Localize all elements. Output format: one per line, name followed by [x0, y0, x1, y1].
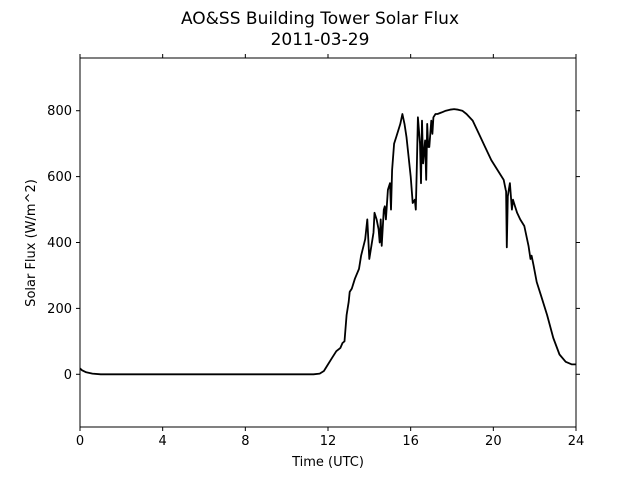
- plot-frame: [79, 57, 577, 428]
- tick-labels: 0 4 8 12 16 20 24 0 200 400 600 800: [47, 104, 584, 449]
- y-tick-label: 600: [47, 170, 72, 185]
- x-tick-label: 16: [402, 434, 419, 449]
- y-tick-label: 0: [64, 368, 72, 383]
- y-tick-label: 400: [47, 236, 72, 251]
- y-tick-label: 200: [47, 302, 72, 317]
- x-tick-label: 24: [568, 434, 585, 449]
- axis-ticks: [76, 54, 580, 431]
- x-tick-label: 12: [320, 434, 337, 449]
- x-tick-label: 8: [241, 434, 249, 449]
- x-tick-label: 20: [485, 434, 502, 449]
- chart-subtitle: 2011-03-29: [271, 30, 370, 50]
- chart-title: AO&SS Building Tower Solar Flux: [181, 9, 459, 29]
- x-tick-label: 0: [76, 434, 84, 449]
- x-axis-label: Time (UTC): [291, 455, 364, 470]
- y-axis-label: Solar Flux (W/m^2): [24, 179, 39, 307]
- x-tick-label: 4: [159, 434, 167, 449]
- y-tick-label: 800: [47, 104, 72, 119]
- solar-flux-line: [79, 108, 576, 376]
